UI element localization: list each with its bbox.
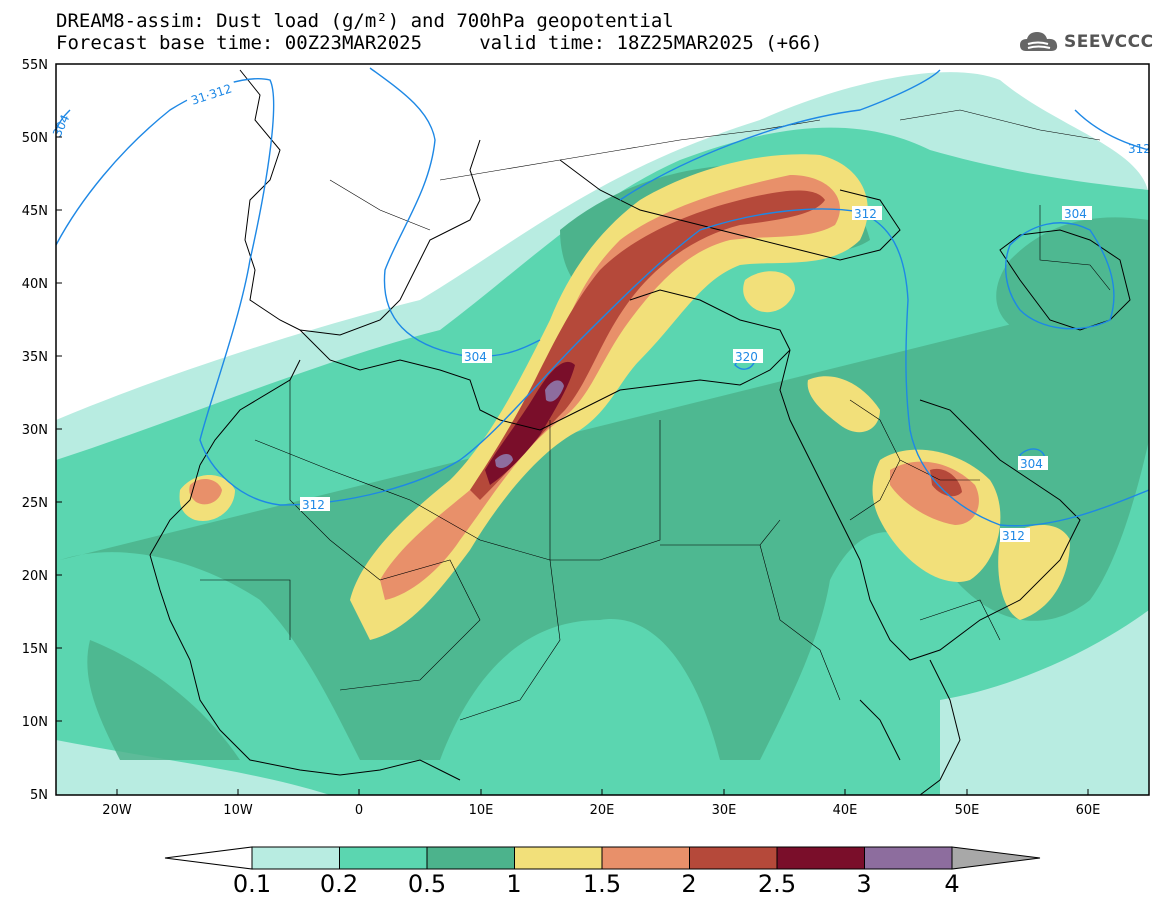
- map-title: DREAM8-assim: Dust load (g/m²) and 700hP…: [56, 10, 674, 32]
- lat-label: 15N: [22, 642, 48, 657]
- forecast-time-line: Forecast base time: 00Z23MAR2025 valid t…: [56, 32, 823, 54]
- colorbar-segment: [339, 846, 428, 870]
- lat-label: 40N: [22, 277, 48, 292]
- lon-label: 20W: [102, 803, 132, 818]
- colorbar-tick-label: 2.5: [757, 870, 797, 898]
- contour-label: 304: [1020, 457, 1043, 471]
- colorbar-tick-label: 3: [856, 870, 872, 898]
- coastlines: [149, 69, 1131, 795]
- colorbar: [164, 846, 1041, 870]
- lat-label: 25N: [22, 496, 48, 511]
- longitude-axis: 20W 10W 0 10E 20E 30E 40E 50E 60E: [102, 789, 1100, 818]
- lon-label: 40E: [833, 803, 858, 818]
- lat-label: 10N: [22, 715, 48, 730]
- lon-label: 60E: [1076, 803, 1101, 818]
- contour-label: 312: [1128, 142, 1151, 156]
- lat-label: 55N: [22, 58, 48, 73]
- logo-text: SEEVCCC: [1064, 32, 1154, 52]
- colorbar-tick-label: 4: [944, 870, 960, 898]
- lat-label: 35N: [22, 350, 48, 365]
- colorbar-segment: [251, 846, 340, 870]
- colorbar-tick-label: 2: [681, 870, 697, 898]
- lon-label: 10E: [469, 803, 494, 818]
- lon-label: 0: [355, 803, 363, 818]
- lon-label: 30E: [712, 803, 737, 818]
- colorbar-segment: [426, 846, 515, 870]
- colorbar-segment: [776, 846, 865, 870]
- colorbar-tick-label: 1.5: [582, 870, 622, 898]
- lat-label: 5N: [30, 788, 48, 803]
- seevccc-logo: SEEVCCC: [1018, 27, 1154, 57]
- contour-label: 312: [854, 207, 877, 221]
- contour-label: 312: [1002, 529, 1025, 543]
- colorbar-tick-label: 0.2: [319, 870, 359, 898]
- country-borders: [200, 109, 1111, 721]
- cloud-icon: [1020, 32, 1058, 51]
- contour-label: 312: [302, 498, 325, 512]
- lon-label: 20E: [590, 803, 615, 818]
- colorbar-under-triangle: [164, 846, 253, 870]
- dust-field: [56, 64, 1149, 795]
- lon-label: 10W: [223, 803, 253, 818]
- colorbar-tick-label: 1: [506, 870, 522, 898]
- colorbar-over-triangle: [951, 846, 1041, 870]
- lon-label: 50E: [955, 803, 980, 818]
- colorbar-segment: [601, 846, 690, 870]
- colorbar-tick-label: 0.1: [232, 870, 272, 898]
- lat-label: 45N: [22, 204, 48, 219]
- lat-label: 20N: [22, 569, 48, 584]
- lat-label: 30N: [22, 423, 48, 438]
- colorbar-tick-label: 0.5: [407, 870, 447, 898]
- lat-label: 50N: [22, 131, 48, 146]
- contour-label: 304: [464, 350, 487, 364]
- contour-label: 304: [1064, 207, 1087, 221]
- colorbar-segment: [864, 846, 953, 870]
- geopotential-contours: [56, 67, 1149, 527]
- colorbar-segment: [514, 846, 603, 870]
- colorbar-segment: [689, 846, 778, 870]
- latitude-axis: 55N 50N 45N 40N 35N 30N 25N 20N 15N 10N …: [22, 58, 62, 803]
- contour-label: 320: [735, 350, 758, 364]
